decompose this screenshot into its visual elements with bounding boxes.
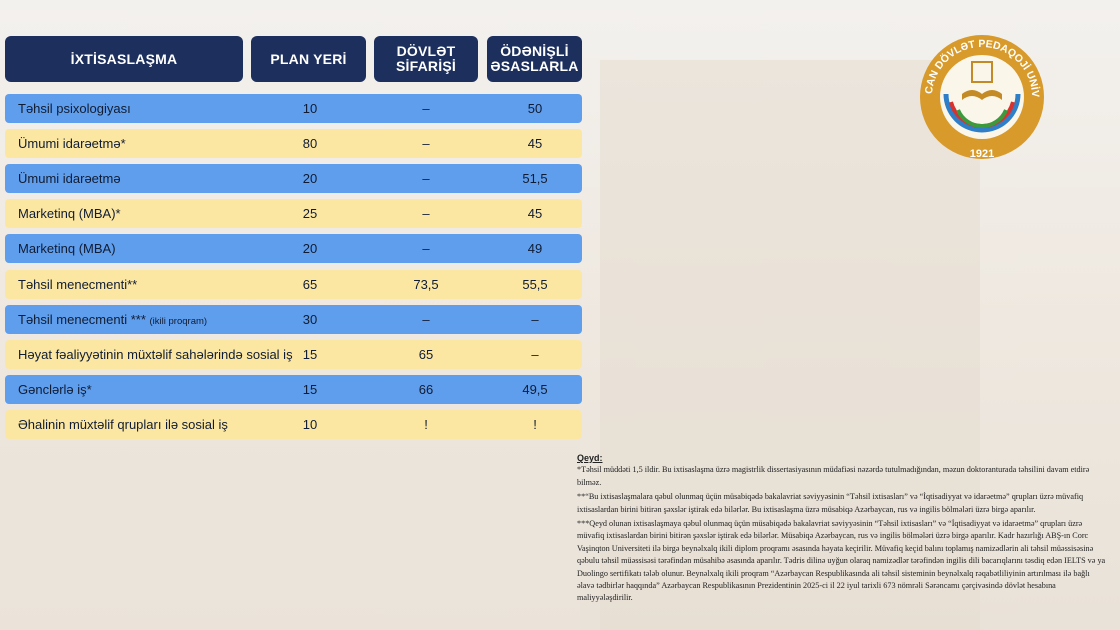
header-line: ƏSASLARLA xyxy=(490,58,579,74)
plan-cell: 20 xyxy=(302,241,318,257)
table-row: Ümumi idarəetmə 20 – 51,5 xyxy=(5,164,582,194)
column-header: ÖDƏNİŞLİ ƏSASLARLA xyxy=(487,36,582,82)
specialization-note: (ikili proqram) xyxy=(149,315,208,327)
specialization: Təhsil menecmenti** xyxy=(18,270,137,299)
specialization-name: Həyat fəaliyyətinin müxtəlif sahələrində… xyxy=(18,346,293,362)
background xyxy=(600,60,980,630)
column-header: İXTİSASLAŞMA xyxy=(5,36,243,82)
state-cell: – xyxy=(422,241,430,257)
notes-list: *Təhsil müddəti 1,5 ildir. Bu ixtisaslaş… xyxy=(577,464,1107,604)
specialization: Həyat fəaliyyətinin müxtəlif sahələrində… xyxy=(18,340,293,369)
note: **“Bu ixtisaslaşmalara qəbul olunmaq üçü… xyxy=(577,492,1084,514)
specialization: Təhsil menecmenti *** (ikili proqram) xyxy=(18,305,207,334)
header-line: İXTİSASLAŞMA xyxy=(70,50,178,67)
specialization-name: Əhalinin müxtəlif qrupları ilə sosial iş xyxy=(18,416,228,432)
notes-title: Qeyd: xyxy=(577,453,603,463)
paid-cell: ! xyxy=(533,416,537,432)
table-row: Gənclərlə iş* 15 66 49,5 xyxy=(5,374,582,404)
logo: AZƏRBAYCAN DÖVLƏT PEDAQOJİ UNİVERSİTETİ … xyxy=(918,22,1044,160)
specialization: Marketinq (MBA) xyxy=(18,234,116,263)
specialization-name: Təhsil menecmenti *** xyxy=(18,311,146,327)
specialization: Ümumi idarəetmə xyxy=(18,164,121,193)
specialization: Gənclərlə iş* xyxy=(18,375,92,404)
state-cell: – xyxy=(422,171,430,187)
header-line: ÖDƏNİŞLİ xyxy=(500,43,569,59)
table-row: Ümumi idarəetmə* 80 – 45 xyxy=(5,129,582,159)
paid-cell: 45 xyxy=(527,136,543,152)
table-row: Təhsil psixologiyası 10 – 50 xyxy=(5,94,582,123)
notes: Qeyd: *Təhsil müddəti 1,5 ildir. Bu ixti… xyxy=(577,452,1107,607)
logo-book-emblem xyxy=(971,61,993,83)
note: *Təhsil müddəti 1,5 ildir. Bu ixtisaslaş… xyxy=(577,465,1090,487)
paid-cell: 51,5 xyxy=(522,171,548,187)
state-cell: 66 xyxy=(418,381,434,397)
plan-cell: 25 xyxy=(302,206,318,222)
plan-cell: 30 xyxy=(302,311,318,327)
paid-cell: 45 xyxy=(527,206,543,222)
background xyxy=(0,440,580,630)
state-cell: – xyxy=(422,311,430,327)
paid-cell: 55,5 xyxy=(522,276,548,292)
state-cell: – xyxy=(422,101,430,116)
paid-cell: – xyxy=(531,346,539,362)
logo-flag-green xyxy=(956,109,1008,128)
plan-cell: 20 xyxy=(302,171,318,187)
specialization-name: Gənclərlə iş* xyxy=(18,381,92,397)
table-row: Təhsil menecmenti** 65 73,5 55,5 xyxy=(5,269,582,299)
state-cell: 73,5 xyxy=(413,276,439,292)
paid-cell: – xyxy=(531,311,539,327)
table-row: Marketinq (MBA)* 25 – 45 xyxy=(5,199,582,229)
specialization-name: Təhsil menecmenti** xyxy=(18,276,138,292)
column-header: DÖVLƏT SİFARİŞİ xyxy=(374,36,478,82)
table-row: Marketinq (MBA) 20 – 49 xyxy=(5,234,582,264)
note: ***Qeyd olunan ixtisaslaşmaya qəbul olun… xyxy=(577,519,1106,603)
plan-cell: 10 xyxy=(302,101,318,116)
paid-cell: 50 xyxy=(527,101,543,116)
logo-flag-blue xyxy=(943,93,1021,133)
plan-cell: 10 xyxy=(302,416,318,432)
column-header: PLAN YERİ xyxy=(251,36,366,82)
specialization-name: Ümumi idarəetmə* xyxy=(18,136,126,152)
paid-cell: 49,5 xyxy=(522,381,548,397)
state-cell: ! xyxy=(424,416,428,432)
specialization-name: Marketinq (MBA) xyxy=(18,241,116,257)
specialization-name: Təhsil psixologiyası xyxy=(18,101,131,116)
specialization: Təhsil psixologiyası xyxy=(18,94,131,123)
specialization: Ümumi idarəetmə* xyxy=(18,129,126,158)
header-line: DÖVLƏT xyxy=(396,43,456,59)
header-line: SİFARİŞİ xyxy=(396,58,456,74)
plan-cell: 80 xyxy=(302,136,318,152)
logo-book xyxy=(962,90,1002,100)
logo-year: 1921 xyxy=(970,148,994,160)
state-cell: 65 xyxy=(418,346,434,362)
plan-cell: 65 xyxy=(302,276,318,292)
table-row: Əhalinin müxtəlif qrupları ilə sosial iş… xyxy=(5,409,582,439)
specialization-name: Ümumi idarəetmə xyxy=(18,171,121,187)
paid-cell: 49 xyxy=(527,241,543,257)
specialization-name: Marketinq (MBA)* xyxy=(18,206,121,222)
header-line: PLAN YERİ xyxy=(270,50,347,67)
plan-cell: 15 xyxy=(302,346,318,362)
specialization: Marketinq (MBA)* xyxy=(18,199,121,228)
specialization: Əhalinin müxtəlif qrupları ilə sosial iş xyxy=(18,410,228,439)
table-row: Təhsil menecmenti *** (ikili proqram) 30 –… xyxy=(5,304,582,334)
state-cell: – xyxy=(422,206,430,222)
table-row: Həyat fəaliyyətinin müxtəlif sahələrində… xyxy=(5,339,582,369)
state-cell: – xyxy=(422,136,430,152)
plan-cell: 15 xyxy=(302,381,318,397)
